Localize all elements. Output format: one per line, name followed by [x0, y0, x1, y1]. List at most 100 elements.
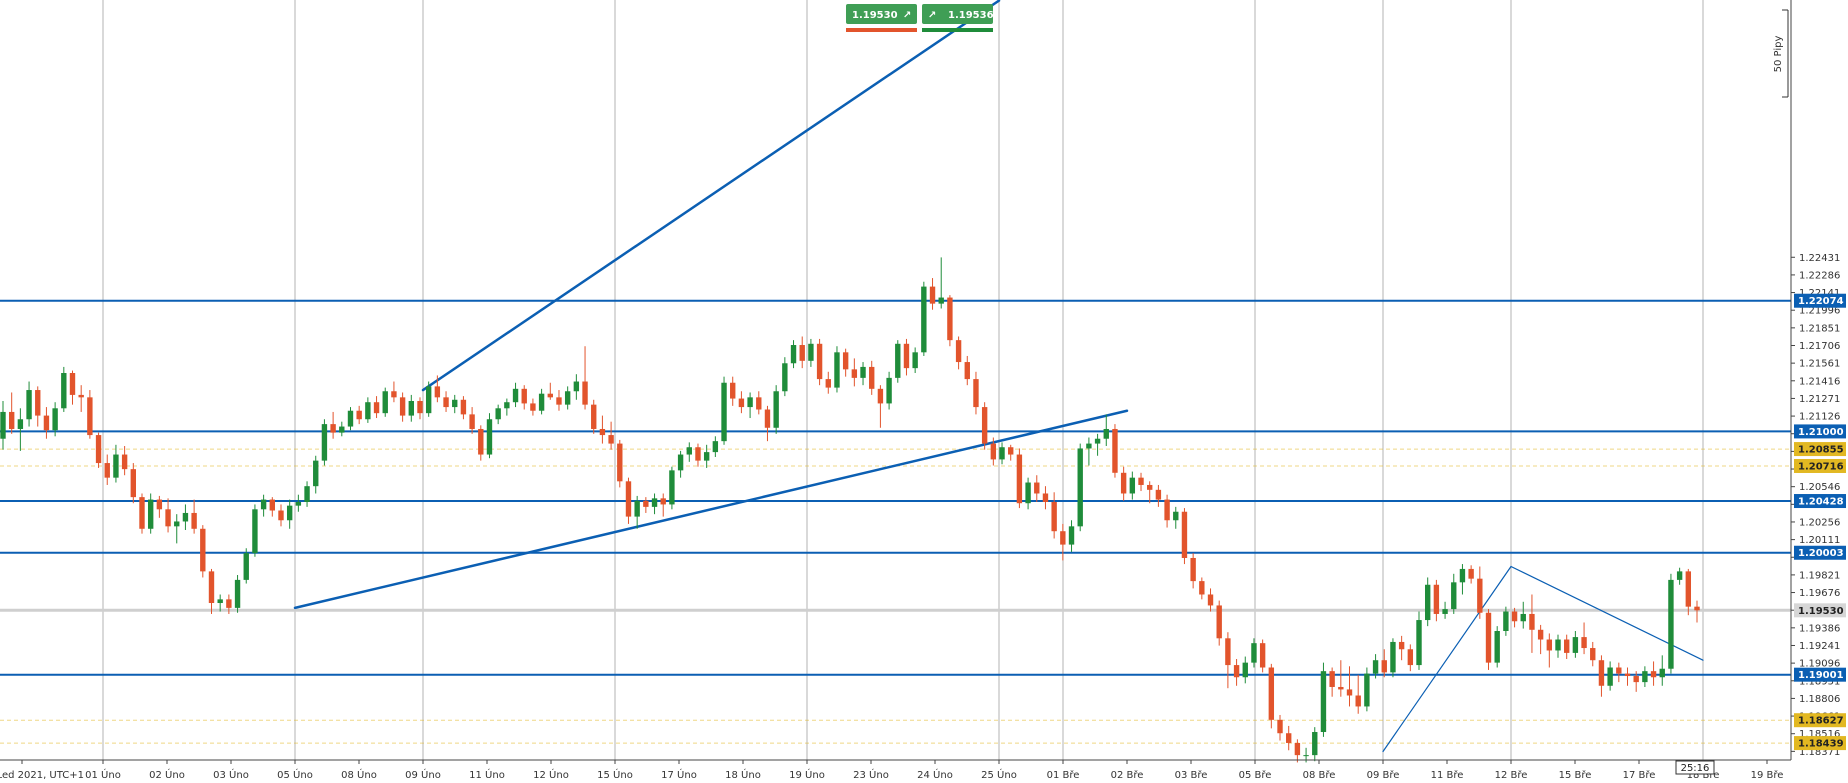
candle — [130, 463, 137, 504]
candle — [200, 525, 206, 578]
candle — [651, 493, 658, 515]
candle — [599, 415, 606, 444]
candle — [26, 381, 32, 427]
candle-body — [964, 362, 970, 380]
candle — [964, 355, 970, 386]
horizontal-levels[interactable] — [0, 299, 1791, 676]
candle-body — [156, 499, 163, 510]
price-tick-label: 1.21996 — [1799, 306, 1840, 317]
candle-body — [947, 297, 953, 341]
buy-button[interactable]: ↗ 1.19536 — [922, 4, 994, 32]
candle — [530, 398, 536, 416]
candle-body — [1190, 557, 1196, 582]
candle — [95, 432, 102, 468]
candle — [1346, 666, 1353, 707]
candle — [1138, 472, 1144, 492]
time-tick-label: 17 Bře — [1623, 769, 1656, 781]
candle — [1233, 658, 1240, 686]
candle — [799, 336, 805, 369]
candle — [147, 493, 154, 534]
candle-body — [330, 424, 336, 433]
candle-body — [981, 407, 988, 444]
dashed-price-label-bg — [1794, 458, 1846, 473]
candle-body — [321, 424, 328, 461]
candle — [1268, 663, 1275, 729]
candle-body — [1138, 477, 1144, 485]
candle-body — [973, 379, 979, 408]
candle-body — [356, 410, 362, 420]
candle-body — [1407, 649, 1414, 666]
candle — [35, 386, 41, 427]
price-axis[interactable]: 1.22431 1.22286 1.22141 1.21996 1.21851 1.217… — [1791, 253, 1840, 758]
time-axis[interactable]: 27 Led 2021, UTC+101 Úno 02 Úno 03 Úno 05 Ú… — [0, 760, 1783, 781]
candle-body — [452, 399, 458, 408]
candle — [191, 499, 197, 534]
price-tick-label: 1.21126 — [1799, 412, 1840, 423]
candle — [1016, 448, 1023, 509]
candle — [764, 405, 771, 442]
candle-body — [373, 402, 380, 414]
candle — [1616, 662, 1622, 683]
candle-body — [1164, 499, 1170, 521]
candle — [165, 498, 171, 533]
candle-body — [1346, 689, 1353, 696]
candle-body — [382, 391, 388, 414]
candle-body — [478, 428, 484, 455]
candle — [999, 442, 1005, 465]
candle-body — [1633, 676, 1639, 683]
price-tick-label: 1.22141 — [1799, 288, 1840, 299]
candle — [1164, 494, 1170, 528]
candle — [1155, 484, 1162, 507]
candle — [860, 362, 866, 386]
candle — [417, 397, 423, 420]
time-tick-label: 19 Úno — [789, 768, 825, 781]
candle — [1051, 492, 1057, 539]
candle — [1416, 611, 1422, 670]
dashed-price-label-bg — [1794, 442, 1846, 457]
sell-button[interactable]: 1.19530 ↗ — [846, 4, 917, 32]
buy-bar — [922, 28, 993, 32]
candle-body — [1312, 732, 1318, 756]
candle-body — [425, 386, 432, 414]
trendlines[interactable] — [293, 0, 1704, 753]
candle — [1598, 655, 1605, 697]
candle — [512, 382, 519, 408]
candle-body — [1355, 695, 1361, 707]
candle — [252, 504, 258, 557]
candle-body — [0, 411, 6, 439]
candle-body — [816, 343, 823, 380]
candle — [295, 494, 302, 512]
candle-body — [43, 415, 50, 431]
candle-body — [773, 391, 779, 428]
candle-body — [417, 400, 423, 414]
candle — [1451, 573, 1457, 614]
candle-body — [1694, 606, 1700, 611]
candle-body — [35, 390, 41, 416]
candle — [1329, 667, 1335, 697]
candle-body — [530, 403, 536, 411]
trendline[interactable] — [293, 409, 1129, 610]
time-tick-label: 08 Bře — [1303, 769, 1336, 781]
candle-body — [1042, 493, 1049, 503]
candle — [217, 594, 223, 612]
price-tick-label: 1.18951 — [1799, 676, 1840, 687]
candle-body — [764, 409, 771, 428]
candle — [643, 497, 649, 513]
candle-body — [556, 397, 562, 405]
candle — [1286, 725, 1292, 751]
candle-body — [113, 454, 119, 478]
candle-body — [1051, 502, 1057, 532]
candle-body — [495, 408, 501, 420]
candle-body — [8, 411, 15, 429]
dashed-price-label: 1.18627 — [1798, 716, 1844, 727]
candle-body — [1225, 638, 1231, 666]
trendline[interactable] — [421, 0, 1001, 392]
candle-body — [1459, 568, 1466, 583]
sell-arrow-icon: ↗ — [903, 10, 911, 21]
candle — [226, 594, 232, 614]
candle — [730, 376, 736, 406]
candle-body — [643, 500, 649, 507]
trendline[interactable] — [1382, 565, 1512, 753]
candle — [842, 348, 849, 377]
